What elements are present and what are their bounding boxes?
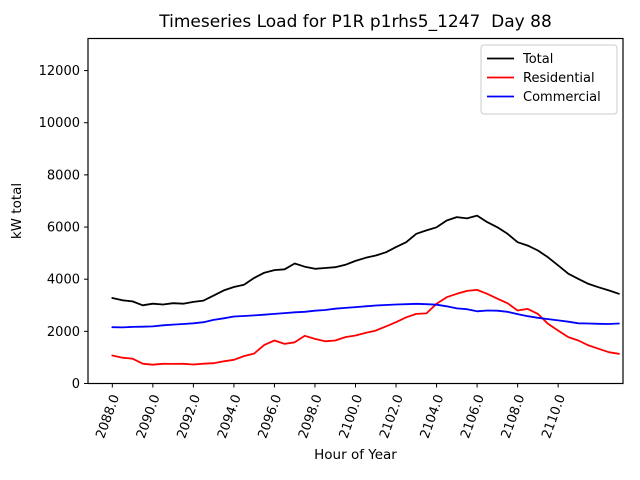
x-axis-label: Hour of Year — [314, 447, 397, 463]
series-line-total — [111, 214, 620, 307]
x-tick-label: 2098.0 — [296, 393, 326, 441]
x-tick-label: 2100.0 — [337, 393, 367, 441]
x-tick-label: 2104.0 — [418, 393, 448, 441]
x-tick-label: 2090.0 — [134, 393, 164, 441]
y-tick-label: 6000 — [47, 221, 80, 236]
chart-title: Timeseries Load for P1R p1rhs5_1247 Day … — [158, 12, 552, 32]
y-tick-label: 8000 — [47, 168, 80, 183]
legend-box — [480, 44, 618, 115]
series-line-residential — [111, 288, 620, 366]
y-tick-label: 12000 — [39, 64, 80, 79]
x-tick-label: 2088.0 — [93, 393, 123, 441]
legend-label-commercial: Commercial — [523, 90, 601, 105]
y-tick-label: 10000 — [39, 116, 80, 131]
x-tick-label: 2092.0 — [174, 393, 204, 441]
x-tick-label: 2108.0 — [499, 393, 529, 441]
legend: Total Residential Commercial — [480, 44, 618, 115]
x-tick-label: 2094.0 — [215, 393, 245, 441]
x-tick-label: 2106.0 — [458, 393, 488, 441]
x-tick-label: 2096.0 — [256, 393, 286, 441]
y-tick-label: 2000 — [47, 325, 80, 340]
series-line-commercial — [111, 302, 620, 329]
y-axis-label: kW total — [9, 183, 25, 239]
x-tick-label: 2102.0 — [377, 393, 407, 441]
x-tick-label: 2110.0 — [539, 393, 569, 441]
legend-label-total: Total — [522, 52, 553, 67]
legend-label-residential: Residential — [523, 71, 595, 86]
y-tick-label: 4000 — [47, 273, 80, 288]
y-tick-label: 0 — [72, 377, 80, 392]
